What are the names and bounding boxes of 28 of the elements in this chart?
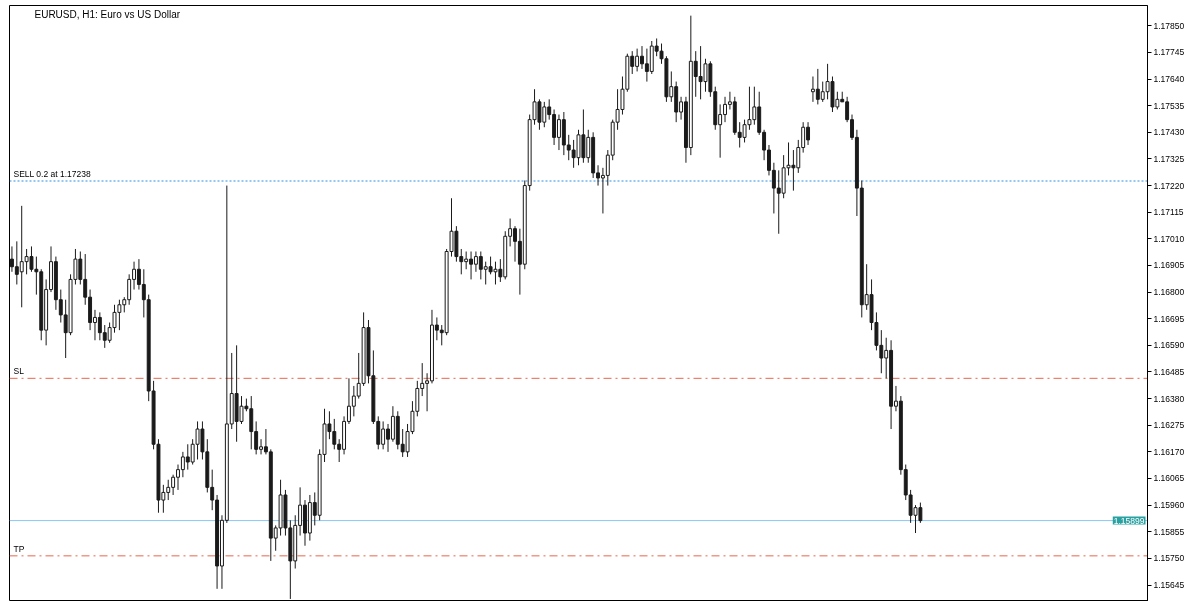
y-tick-label: 1.17535 <box>1153 100 1185 111</box>
ref-line-label: SELL 0.2 at 1.17238 <box>13 169 91 179</box>
y-tick-label: 1.16380 <box>1153 393 1185 404</box>
y-tick-label: 1.17115 <box>1153 207 1184 218</box>
candlestick <box>576 129 581 166</box>
y-tick-label: 1.17640 <box>1153 74 1185 85</box>
ref-line-label: TP <box>13 543 25 554</box>
y-tick-label: 1.16590 <box>1153 340 1185 351</box>
y-tick-label: 1.17325 <box>1153 153 1185 164</box>
y-tick-label: 1.16170 <box>1153 446 1185 457</box>
y-tick-label: 1.16485 <box>1153 366 1185 377</box>
y-tick-label: 1.15645 <box>1153 580 1185 591</box>
y-tick-label: 1.15750 <box>1153 553 1185 564</box>
y-tick-label: 1.16065 <box>1153 473 1185 484</box>
chart-title: EURUSD, H1: Euro vs US Dollar <box>34 9 181 20</box>
ref-line-label: 1.15899 <box>1113 515 1145 526</box>
y-tick-label: 1.17430 <box>1153 127 1185 138</box>
y-tick-label: 1.16695 <box>1153 313 1185 324</box>
y-tick-label: 1.15960 <box>1153 500 1185 511</box>
ref-line-label: SL <box>13 366 25 377</box>
y-tick-label: 1.17220 <box>1153 180 1185 191</box>
y-tick-label: 1.17010 <box>1153 233 1185 244</box>
y-tick-label: 1.16905 <box>1153 260 1185 271</box>
y-tick-label: 1.16800 <box>1153 287 1185 298</box>
y-tick-label: 1.17850 <box>1153 20 1185 31</box>
y-tick-label: 1.16275 <box>1153 420 1185 431</box>
y-tick-label: 1.15855 <box>1153 526 1185 537</box>
y-tick-label: 1.17745 <box>1153 47 1185 58</box>
